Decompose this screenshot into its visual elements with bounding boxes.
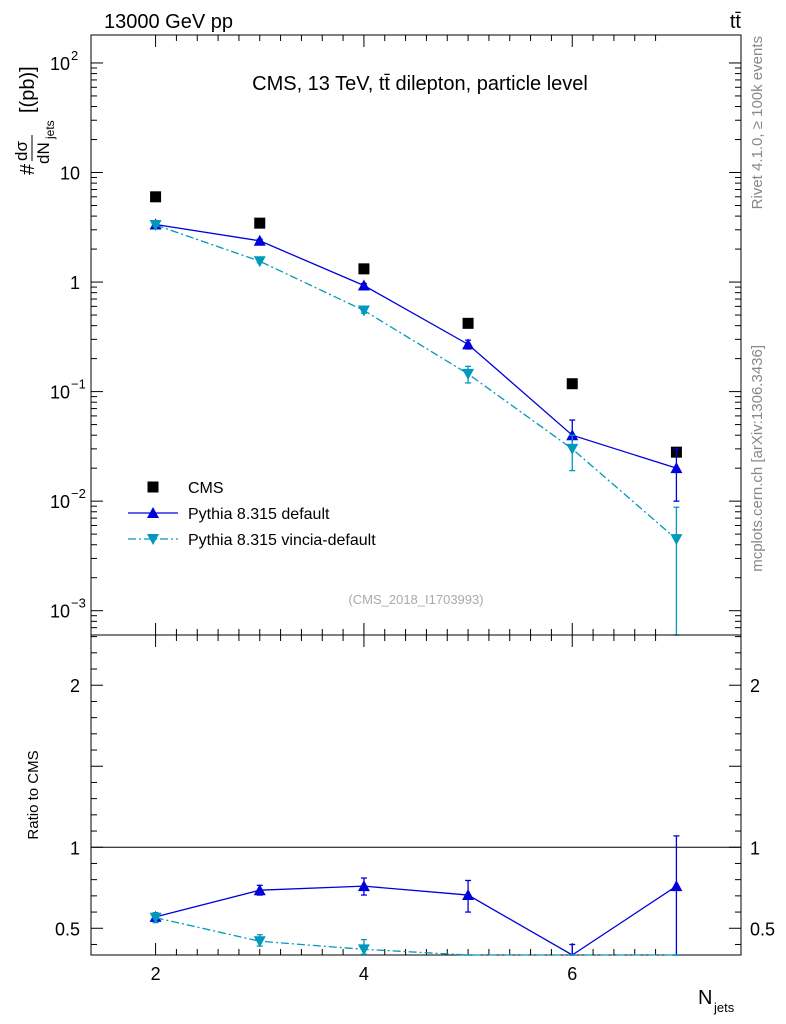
y-tick-label-base: 10	[50, 492, 70, 512]
ratio-y-tick-label-right: 0.5	[750, 919, 775, 939]
svg-text:jets: jets	[713, 1000, 735, 1015]
y-tick-label-base: 10	[50, 383, 70, 403]
analysis-id-label: (CMS_2018_I1703993)	[348, 592, 483, 607]
legend-label: Pythia 8.315 vincia-default	[188, 532, 376, 549]
ratio-y-tick-label-right: 2	[750, 676, 760, 696]
process-label: tt̄	[730, 11, 742, 33]
ratio-y-tick-label: 1	[70, 838, 80, 858]
ratio-data-point	[253, 884, 266, 896]
y-tick-label-base: 10	[60, 164, 80, 184]
series-line	[155, 224, 677, 540]
ratio-data-point	[149, 912, 162, 924]
legend-marker	[147, 507, 159, 518]
data-point	[670, 534, 683, 546]
ratio-data-point	[357, 944, 370, 956]
svg-text:[(pb)]: [(pb)]	[17, 66, 39, 113]
y-tick-label: 10 −2	[50, 486, 86, 512]
legend-marker	[147, 481, 159, 493]
svg-text:jets: jets	[43, 120, 57, 140]
y-tick-label: 10 −1	[50, 377, 86, 403]
data-point	[670, 462, 683, 474]
main-panel: CMS, 13 TeV, tt̄ dilepton, particle leve…	[12, 34, 742, 955]
ratio-y-tick-label: 0.5	[55, 919, 80, 939]
data-point	[254, 217, 266, 229]
ratio-series-1	[149, 912, 680, 956]
data-point	[253, 256, 266, 268]
data-point	[462, 368, 475, 380]
ratio-data-point	[670, 880, 683, 892]
series-0	[150, 191, 682, 458]
data-point	[566, 378, 578, 390]
svg-text:#: #	[17, 163, 39, 175]
y-tick-label-exp: 2	[71, 48, 78, 63]
rivet-label: Rivet 4.1.0, ≥ 100k events	[749, 36, 766, 209]
mcplots-label: mcplots.cern.ch [arXiv:1306.3436]	[749, 345, 766, 572]
data-point	[357, 305, 370, 317]
ratio-panel: 0.5 0.5 1 1 2 2 Ratio to CMS	[25, 634, 775, 956]
y-tick-label: 1	[70, 273, 80, 293]
legend-label: CMS	[188, 480, 224, 497]
series-line	[155, 223, 677, 469]
data-point	[358, 263, 370, 275]
ratio-data-point	[357, 880, 370, 892]
legend: CMS Pythia 8.315 default Pythia 8.315 vinc…	[128, 480, 376, 549]
ratio-y-axis-label: Ratio to CMS	[25, 750, 42, 839]
ratio-series-line	[155, 885, 677, 956]
data-point	[253, 234, 266, 246]
ratio-series-0	[149, 835, 683, 956]
x-tick-label: 6	[567, 964, 577, 984]
y-tick-label-base: 1	[70, 273, 80, 293]
legend-label: Pythia 8.315 default	[188, 506, 330, 523]
y-axis-label: # dσ dN jets [(pb)]	[12, 66, 57, 175]
x-tick-label: 2	[151, 964, 161, 984]
x-tick-label: 4	[359, 964, 369, 984]
collision-label: 13000 GeV pp	[104, 11, 233, 33]
series-2	[149, 219, 683, 636]
y-tick-label-exp: −3	[71, 596, 86, 611]
data-point	[462, 317, 474, 329]
data-point	[357, 279, 370, 291]
plot-title: CMS, 13 TeV, tt̄ dilepton, particle leve…	[252, 73, 588, 95]
ratio-y-tick-label-right: 1	[750, 838, 760, 858]
ratio-y-tick-label: 2	[70, 676, 80, 696]
y-tick-label-exp: −2	[71, 486, 86, 501]
ratio-data-point	[253, 936, 266, 948]
data-point	[462, 338, 475, 350]
y-tick-label: 10	[60, 164, 80, 184]
svg-text:dN: dN	[34, 142, 53, 164]
svg-text:dσ: dσ	[12, 141, 31, 161]
y-tick-label-exp: −1	[71, 377, 86, 392]
x-axis-label: N jets	[698, 987, 735, 1015]
data-point	[566, 443, 579, 455]
ratio-data-point	[462, 889, 475, 901]
ratio-series-line	[155, 917, 677, 956]
y-tick-label-base: 10	[50, 602, 70, 622]
data-point	[149, 219, 162, 231]
svg-text:N: N	[698, 987, 712, 1009]
y-tick-label: 10 2	[50, 48, 78, 74]
y-tick-label-base: 10	[50, 54, 70, 74]
data-point	[150, 191, 162, 203]
series-1	[149, 218, 683, 502]
ratio-plot-frame	[90, 634, 742, 956]
legend-marker	[147, 534, 159, 545]
y-tick-label: 10 −3	[50, 596, 86, 622]
